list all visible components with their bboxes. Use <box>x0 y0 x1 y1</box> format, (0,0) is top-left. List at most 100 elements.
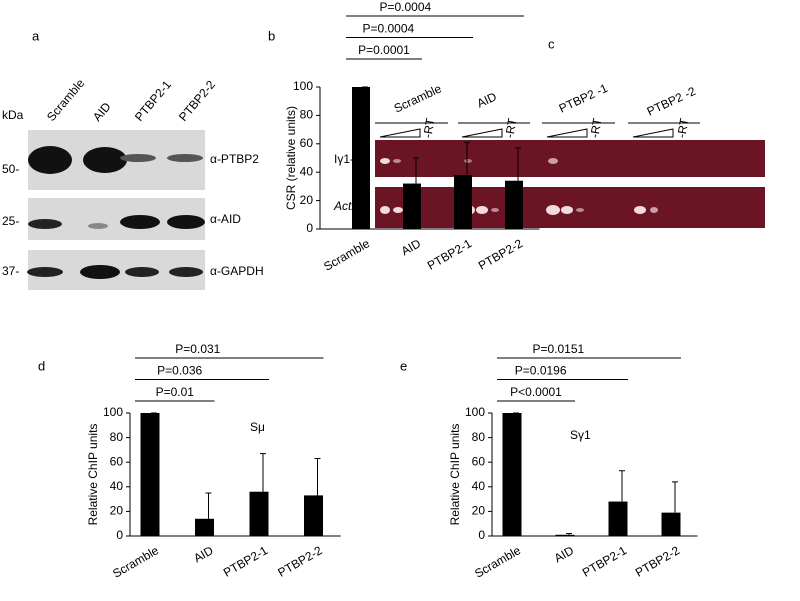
error-bar <box>566 533 572 535</box>
x-tick-label: PTBP2-1 <box>580 543 629 580</box>
y-tick-label: 80 <box>472 430 486 444</box>
lane-dividers <box>375 122 700 138</box>
error-bar <box>464 141 470 176</box>
error-bar <box>672 481 678 513</box>
y-axis-label: Relative ChIP units <box>86 424 100 526</box>
marker-label: 50- <box>2 162 19 176</box>
y-tick-label: 40 <box>300 164 314 178</box>
rt-label: -RT <box>674 117 691 140</box>
annotation: Sμ <box>250 420 265 434</box>
lane-label: PTBP2-1 <box>132 77 174 124</box>
significance-label: P=0.031 <box>175 342 220 356</box>
x-tick-label: PTBP2-2 <box>476 236 525 273</box>
significance-label: P=0.036 <box>157 364 202 378</box>
band <box>120 215 160 229</box>
error-bar <box>205 492 212 519</box>
x-tick-label: PTBP2-1 <box>221 543 270 580</box>
bar <box>608 501 628 536</box>
error-bar <box>515 147 521 181</box>
panel-label: c <box>548 36 555 51</box>
significance-label: P<0.0001 <box>510 385 562 399</box>
x-tick-label: Scramble <box>472 543 523 581</box>
x-tick-label: AID <box>552 543 577 565</box>
band <box>80 265 120 279</box>
y-tick-label: 20 <box>110 504 124 518</box>
annotation: Sγ1 <box>570 428 591 442</box>
lane-label: Scramble <box>392 81 444 115</box>
band <box>169 267 203 277</box>
antibody-label: α-GAPDH <box>210 264 264 278</box>
band <box>27 267 63 277</box>
marker-label: 37- <box>2 264 19 278</box>
x-tick-label: PTBP2-1 <box>425 236 474 273</box>
significance-label: P=0.01 <box>156 385 195 399</box>
rt-label: -RT <box>587 117 604 140</box>
x-tick-label: Scramble <box>321 236 372 274</box>
y-tick-label: 40 <box>472 479 486 493</box>
y-tick-label: 80 <box>300 108 314 122</box>
panel-label: d <box>38 358 45 373</box>
lane-label: PTBP2 -2 <box>645 84 698 119</box>
error-bar <box>413 157 419 184</box>
y-axis-label: Relative ChIP units <box>448 424 462 526</box>
y-tick-label: 20 <box>472 504 486 518</box>
rt-label: -RT <box>502 117 519 140</box>
panel-label: a <box>32 28 40 43</box>
lane-label: AID <box>475 89 499 110</box>
lane-label: PTBP2 -1 <box>557 81 610 116</box>
y-tick-label: 60 <box>110 454 124 468</box>
bar <box>140 413 160 536</box>
marker-label: 25- <box>2 214 19 228</box>
error-bar <box>260 453 266 492</box>
y-tick-label: 100 <box>293 79 313 93</box>
unit-label: kDa <box>2 108 24 122</box>
lane-label: Scramble <box>44 76 88 124</box>
antibody-label: α-PTBP2 <box>210 152 259 166</box>
gel <box>375 140 765 177</box>
band <box>125 267 159 277</box>
bar <box>505 180 523 229</box>
significance-label: P=0.0004 <box>379 0 431 14</box>
bar <box>454 175 472 229</box>
error-bar <box>314 458 321 496</box>
panel-label: e <box>400 358 407 373</box>
y-tick-label: 100 <box>103 405 123 419</box>
y-tick-label: 80 <box>110 430 124 444</box>
band <box>28 219 62 229</box>
significance-label: P=0.0001 <box>358 43 410 57</box>
lane-label: PTBP2-2 <box>176 77 218 124</box>
bar <box>661 512 681 536</box>
x-tick-label: PTBP2-2 <box>633 543 682 580</box>
band <box>167 154 203 162</box>
band <box>167 215 205 229</box>
bar <box>403 183 421 229</box>
bar <box>352 87 370 229</box>
bar <box>555 534 575 536</box>
y-axis-label: CSR (relative units) <box>284 106 298 210</box>
x-tick-label: AID <box>191 543 216 565</box>
y-tick-label: 0 <box>116 528 123 542</box>
rt-label: -RT <box>420 117 437 140</box>
significance-label: P=0.0004 <box>362 22 414 36</box>
y-tick-label: 0 <box>478 528 485 542</box>
y-tick-label: 60 <box>472 454 486 468</box>
bar <box>304 495 323 536</box>
antibody-label: α-AID <box>210 212 241 226</box>
y-tick-label: 60 <box>300 136 314 150</box>
bar <box>249 491 269 536</box>
bar <box>195 518 214 536</box>
band <box>28 146 72 174</box>
x-tick-label: AID <box>399 236 424 258</box>
bar <box>502 413 522 536</box>
y-tick-label: 40 <box>110 479 124 493</box>
y-tick-label: 100 <box>465 405 485 419</box>
lane-label: AID <box>90 99 114 124</box>
significance-label: P=0.0151 <box>532 342 584 356</box>
band <box>83 147 127 173</box>
y-tick-label: 0 <box>306 221 313 235</box>
panel-label: b <box>268 28 275 43</box>
band <box>120 154 156 162</box>
x-tick-label: Scramble <box>110 543 161 581</box>
band <box>88 223 108 229</box>
